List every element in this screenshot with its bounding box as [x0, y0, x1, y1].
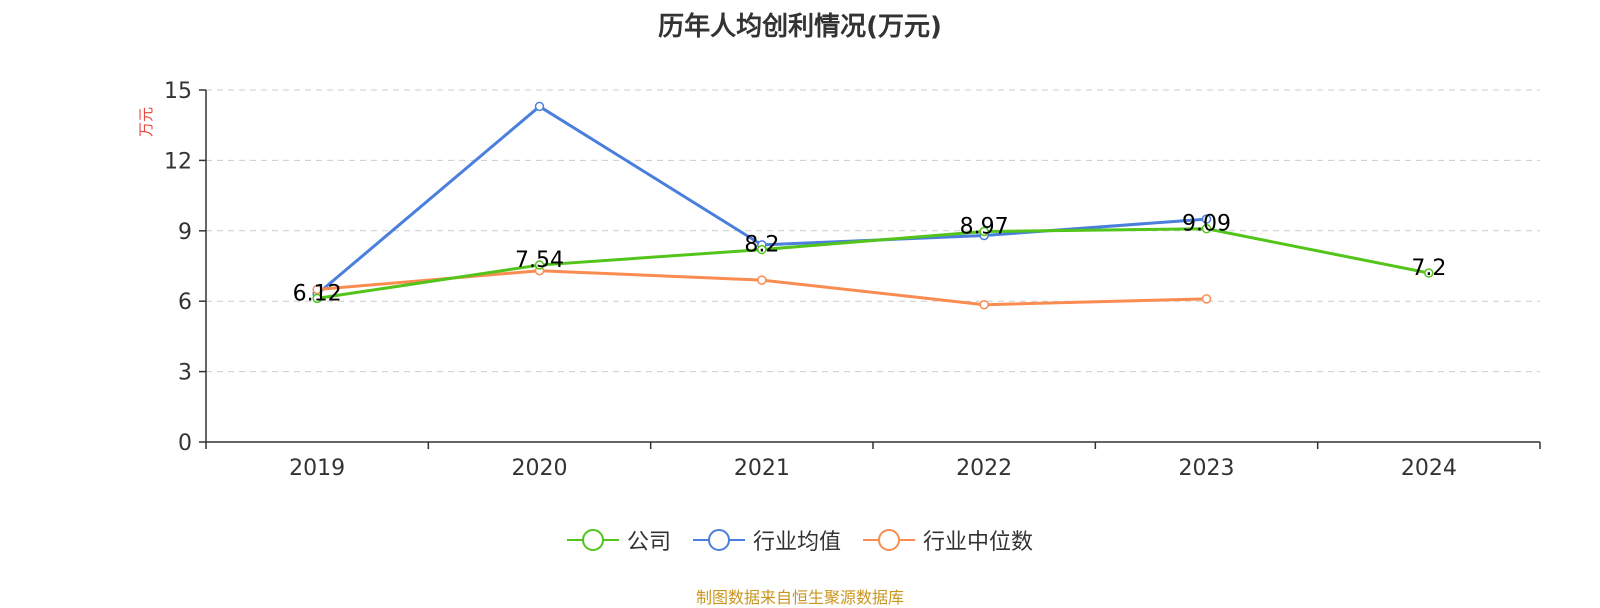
legend-label-industry-mean: 行业均值 [752, 530, 841, 555]
x-tick-label: 2021 [734, 456, 790, 481]
x-tick-label: 2019 [289, 456, 345, 481]
y-tick-label: 12 [164, 149, 192, 174]
data-source-footer: 制图数据来自恒生聚源数据库 [695, 588, 904, 607]
data-point [1201, 294, 1212, 304]
data-point [979, 226, 989, 237]
y-tick-label: 6 [178, 290, 192, 315]
legend-marker-industry-mean [692, 529, 745, 551]
data-point [534, 260, 545, 270]
data-point [979, 299, 989, 310]
legend-label-company: 公司 [626, 530, 671, 555]
data-point [1201, 223, 1212, 234]
data-label: 7.54 [515, 248, 564, 273]
legend-label-industry-median: 行业中位数 [923, 530, 1034, 555]
data-point [312, 284, 322, 295]
legend-marker-company [566, 529, 619, 551]
y-tick-label: 9 [178, 220, 192, 245]
data-label: 6.12 [293, 281, 342, 306]
legend-marker-industry-median [863, 529, 915, 551]
data-point [1424, 268, 1434, 278]
data-point [757, 244, 767, 255]
legend-item-industry-mean[interactable]: 行业均值 [692, 524, 841, 556]
x-tick-label: 2020 [512, 456, 568, 481]
y-tick-label: 0 [178, 431, 192, 456]
y-tick-label: 3 [178, 361, 192, 386]
data-label: 8.2 [744, 233, 779, 258]
legend-item-company[interactable]: 公司 [566, 524, 671, 556]
x-tick-label: 2024 [1401, 456, 1457, 481]
x-tick-label: 2022 [956, 456, 1012, 481]
data-label: 7.2 [1411, 256, 1446, 281]
data-label: 8.97 [960, 215, 1009, 240]
x-tick-label: 2023 [1179, 456, 1235, 481]
series-line-1 [316, 104, 1207, 296]
data-point [757, 275, 767, 285]
data-label: 9.09 [1182, 212, 1231, 237]
series-line-0 [316, 227, 1430, 300]
y-axis-label: 万元 [137, 107, 155, 137]
chart-legend: 公司 行业均值 行业中位数 [0, 524, 1600, 556]
data-point [534, 101, 545, 112]
legend-item-industry-median[interactable]: 行业中位数 [863, 524, 1033, 556]
data-point [1201, 214, 1212, 224]
y-tick-label: 15 [164, 79, 192, 104]
data-point [312, 293, 322, 304]
chart-title: 历年人均创利情况(万元) [658, 12, 942, 42]
